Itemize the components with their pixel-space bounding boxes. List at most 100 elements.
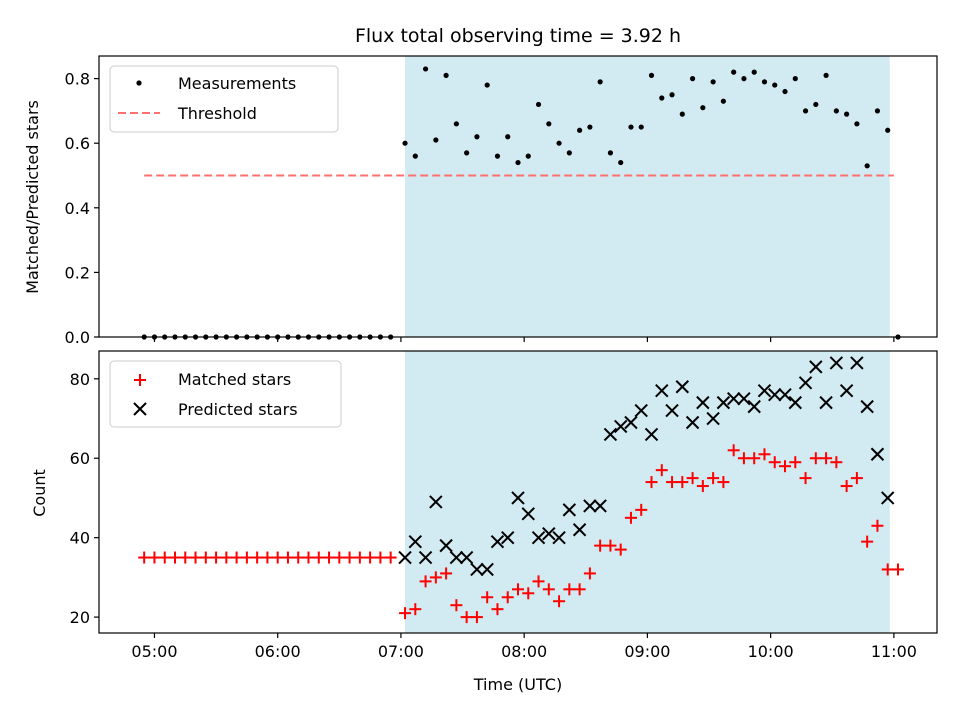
matched-star-point bbox=[748, 452, 761, 465]
matched-star-point bbox=[830, 456, 843, 469]
measurement-point bbox=[618, 159, 624, 166]
matched-star-point bbox=[542, 583, 555, 596]
matched-star-point bbox=[563, 583, 576, 596]
matched-star-point bbox=[809, 452, 822, 465]
legend-threshold-label: Threshold bbox=[177, 104, 257, 123]
y-tick-label: 0.2 bbox=[65, 263, 90, 282]
legend-measurements-label: Measurements bbox=[178, 74, 296, 93]
predicted-star-point bbox=[542, 526, 556, 541]
matched-star-point bbox=[189, 551, 202, 564]
legend-matched-label: Matched stars bbox=[178, 370, 291, 389]
predicted-star-point bbox=[624, 415, 638, 430]
measurement-point bbox=[422, 66, 429, 72]
matched-star-point bbox=[481, 591, 494, 604]
predicted-star-point bbox=[644, 427, 659, 442]
predicted-star-point bbox=[552, 530, 566, 545]
matched-star-point bbox=[891, 563, 904, 576]
matched-star-point bbox=[460, 611, 473, 624]
predicted-star-point bbox=[696, 395, 710, 410]
x-tick-label: 06:00 bbox=[255, 642, 301, 661]
matched-star-point bbox=[312, 551, 325, 564]
predicted-star-point bbox=[850, 356, 864, 370]
predicted-star-point bbox=[613, 419, 628, 434]
matched-star-point bbox=[240, 551, 253, 564]
predicted-star-point bbox=[501, 530, 515, 545]
measurement-point bbox=[792, 76, 798, 82]
predicted-star-point bbox=[603, 427, 618, 442]
matched-star-point bbox=[281, 551, 294, 564]
predicted-star-point bbox=[511, 491, 525, 505]
predicted-star-point bbox=[870, 447, 885, 461]
predicted-star-point bbox=[439, 538, 453, 553]
measurement-point bbox=[659, 95, 665, 101]
predicted-star-point bbox=[572, 523, 587, 537]
measurement-point bbox=[802, 108, 809, 114]
legend-predicted-label: Predicted stars bbox=[178, 400, 298, 419]
measurement-point bbox=[597, 79, 603, 85]
predicted-star-point bbox=[706, 411, 720, 426]
predicted-star-point bbox=[490, 534, 505, 549]
matched-star-point bbox=[604, 539, 617, 552]
matched-star-point bbox=[158, 551, 171, 564]
matched-star-point bbox=[696, 480, 709, 493]
measurement-point bbox=[700, 105, 706, 111]
predicted-star-point bbox=[531, 530, 546, 545]
top-y-axis-label: Matched/Predicted stars bbox=[23, 100, 42, 294]
observing-window-span bbox=[405, 351, 890, 633]
matched-star-point bbox=[881, 563, 894, 576]
matched-star-point bbox=[522, 587, 535, 600]
measurement-point bbox=[813, 101, 819, 108]
predicted-star-point bbox=[429, 495, 443, 509]
predicted-star-point bbox=[839, 384, 854, 398]
measurement-point bbox=[535, 101, 542, 108]
y-tick-label: 40 bbox=[70, 529, 90, 548]
top-panel: 0.00.20.40.60.8 Matched/Predicted stars … bbox=[23, 55, 938, 347]
matched-star-point bbox=[199, 551, 212, 564]
measurement-point bbox=[761, 79, 768, 85]
predicted-star-point bbox=[726, 391, 741, 406]
matched-star-point bbox=[292, 551, 305, 564]
matched-star-point bbox=[768, 456, 781, 469]
measurement-point bbox=[833, 108, 839, 114]
predicted-star-point bbox=[829, 356, 844, 370]
matched-star-point bbox=[686, 472, 699, 485]
measurement-point bbox=[782, 88, 788, 95]
predicted-star-point bbox=[716, 395, 731, 410]
y-tick-label: 80 bbox=[70, 370, 90, 389]
matched-star-point bbox=[179, 551, 192, 564]
measurement-point bbox=[402, 140, 408, 146]
measurement-point bbox=[648, 72, 655, 78]
measurement-point bbox=[638, 124, 644, 130]
x-tick-label: 10:00 bbox=[748, 642, 794, 661]
measurement-point bbox=[433, 137, 439, 143]
measurement-point bbox=[494, 153, 501, 159]
matched-star-point bbox=[374, 551, 387, 564]
measurement-point bbox=[844, 111, 850, 117]
matched-star-point bbox=[429, 571, 442, 584]
measurement-point bbox=[607, 150, 614, 156]
x-tick-label: 09:00 bbox=[624, 642, 670, 661]
predicted-star-point bbox=[819, 395, 833, 410]
matched-star-point bbox=[409, 603, 422, 616]
matched-star-point bbox=[399, 607, 412, 620]
matched-star-point bbox=[583, 567, 596, 580]
matched-star-point bbox=[440, 567, 453, 580]
matched-star-point bbox=[323, 551, 336, 564]
measurement-point bbox=[751, 69, 757, 75]
predicted-star-point bbox=[449, 550, 464, 565]
measurement-point bbox=[864, 163, 870, 169]
measurement-point bbox=[731, 69, 737, 75]
top-legend: Measurements Threshold bbox=[109, 65, 339, 133]
matched-star-point bbox=[168, 551, 181, 564]
measurement-point bbox=[885, 127, 891, 133]
matched-star-point bbox=[614, 543, 627, 556]
legend-predicted-marker bbox=[133, 402, 147, 416]
matched-star-point bbox=[871, 519, 884, 532]
legend-matched-marker bbox=[134, 374, 146, 386]
bottom-y-axis-label: Count bbox=[30, 469, 49, 517]
matched-star-point bbox=[727, 444, 740, 457]
x-tick-label: 05:00 bbox=[131, 642, 177, 661]
measurement-point bbox=[741, 76, 747, 82]
matched-star-point bbox=[138, 551, 151, 564]
